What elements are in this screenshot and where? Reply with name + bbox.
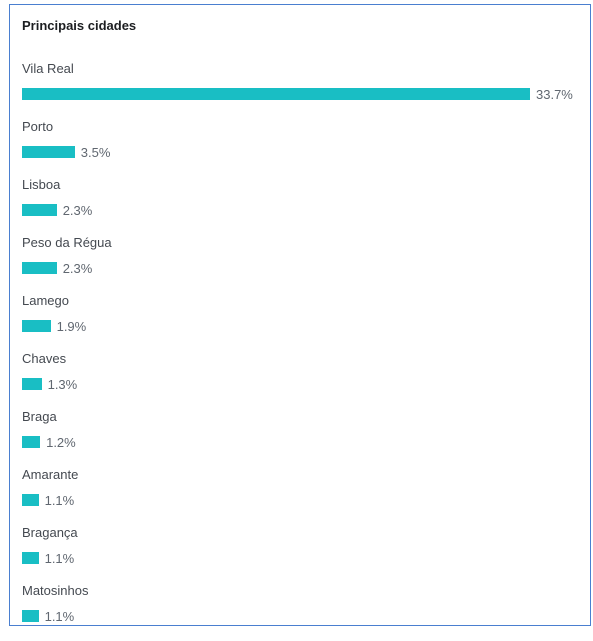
bar-line: 1.1% <box>22 608 74 624</box>
city-label: Lisboa <box>22 177 61 192</box>
city-row: Lisboa 2.3% <box>22 177 588 235</box>
city-label: Vila Real <box>22 61 74 76</box>
city-label: Peso da Régua <box>22 235 112 250</box>
city-label: Braga <box>22 409 57 424</box>
city-label: Matosinhos <box>22 583 89 598</box>
city-row: Chaves 1.3% <box>22 351 588 409</box>
city-label: Chaves <box>22 351 67 366</box>
bar-line: 1.3% <box>22 376 77 392</box>
city-bar <box>22 494 39 506</box>
percentage-label: 1.9% <box>56 318 87 334</box>
chart-title: Principais cidades <box>22 18 137 33</box>
city-row: Braga 1.2% <box>22 409 588 467</box>
city-label: Amarante <box>22 467 79 482</box>
city-row: Peso da Régua 2.3% <box>22 235 588 293</box>
city-row: Vila Real 33.7% <box>22 61 588 119</box>
city-bar <box>22 610 39 622</box>
percentage-label: 2.3% <box>62 202 93 218</box>
city-row: Amarante 1.1% <box>22 467 588 525</box>
bar-line: 2.3% <box>22 260 92 276</box>
city-bar <box>22 262 57 274</box>
city-bar <box>22 146 75 158</box>
top-cities-card: Principais cidades Vila Real 33.7% Porto 3.… <box>9 4 591 626</box>
city-label: Porto <box>22 119 54 134</box>
percentage-label: 1.1% <box>44 550 75 566</box>
percentage-label: 1.2% <box>46 434 76 450</box>
bar-line: 1.2% <box>22 434 76 450</box>
percentage-label: 2.3% <box>62 260 93 276</box>
city-bar <box>22 436 41 448</box>
bar-line: 1.9% <box>22 318 86 334</box>
city-row: Matosinhos 1.1% <box>22 583 588 641</box>
percentage-label: 3.5% <box>80 144 111 160</box>
city-bar <box>22 552 39 564</box>
city-row: Bragança 1.1% <box>22 525 588 583</box>
city-bar <box>22 204 57 216</box>
city-bar <box>22 378 42 390</box>
bar-line: 3.5% <box>22 144 110 160</box>
city-bar <box>22 320 51 332</box>
bar-line: 1.1% <box>22 492 74 508</box>
city-row: Lamego 1.9% <box>22 293 588 351</box>
bar-line: 33.7% <box>22 86 573 102</box>
percentage-label: 1.1% <box>44 492 75 508</box>
city-bar <box>22 88 530 100</box>
percentage-label: 1.1% <box>44 608 75 624</box>
bar-line: 1.1% <box>22 550 74 566</box>
bar-line: 2.3% <box>22 202 92 218</box>
city-row: Porto 3.5% <box>22 119 588 177</box>
percentage-label: 1.3% <box>47 376 78 392</box>
percentage-label: 33.7% <box>536 86 573 102</box>
city-bar-list: Vila Real 33.7% Porto 3.5% Lisboa 2.3% Peso da… <box>22 61 588 641</box>
city-label: Bragança <box>22 525 78 540</box>
city-label: Lamego <box>22 293 69 308</box>
